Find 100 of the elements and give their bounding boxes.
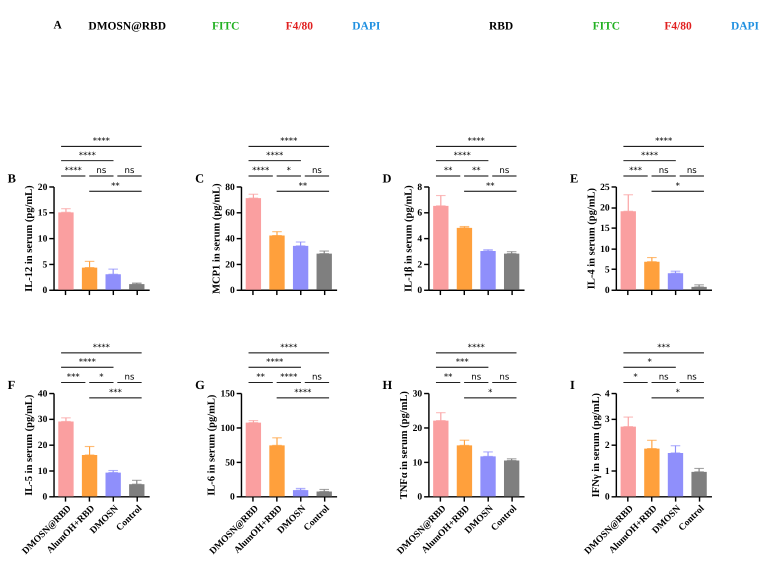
- annotation: *: [676, 388, 681, 398]
- y-tick-label: 10: [38, 466, 48, 477]
- text: ****: [655, 136, 673, 146]
- y-axis-title: IL-4 in serum (pg/mL): [586, 188, 598, 290]
- y-tick-label: 20: [412, 422, 422, 434]
- chart-title: G: [195, 378, 206, 392]
- text: ****: [78, 357, 97, 368]
- y-tick-label: 5: [604, 264, 610, 276]
- text: ****: [92, 136, 111, 146]
- chart-title: C: [195, 172, 204, 186]
- text: ****: [252, 166, 270, 176]
- bar: [129, 484, 144, 496]
- y-axis-title: MCP1 in serum (pg/mL): [211, 182, 222, 294]
- text: ns: [124, 372, 135, 383]
- text: ns: [658, 372, 670, 383]
- text: ****: [280, 372, 298, 383]
- annotation: **: [111, 181, 120, 192]
- text: ****: [454, 150, 472, 161]
- annotation: **: [298, 181, 308, 192]
- y-tick-label: 4: [417, 233, 422, 244]
- bar: [269, 236, 285, 290]
- text: ns: [658, 166, 670, 176]
- text: *: [633, 372, 638, 383]
- y-tick-label: 0: [417, 285, 422, 296]
- text: *: [647, 357, 652, 368]
- y-tick-label: 50: [225, 457, 235, 468]
- y-tick-label: 0: [604, 492, 610, 503]
- y-tick-label: 15: [38, 208, 48, 219]
- text: **: [256, 372, 266, 383]
- annotation: *: [676, 181, 681, 192]
- y-tick-label: 10: [412, 457, 422, 468]
- chart-title: H: [382, 378, 393, 392]
- y-tick-label: 8: [417, 182, 422, 193]
- y-axis-title: IL-1β in serum (pg/mL): [404, 184, 415, 292]
- text: ****: [280, 343, 298, 354]
- text: DAPI: [352, 20, 381, 33]
- y-tick-label: 1: [604, 466, 610, 477]
- y-axis-title: IL-12 in serum (pg/mL): [24, 184, 36, 292]
- text: RBD: [488, 20, 514, 33]
- text: ****: [266, 357, 284, 368]
- text: F4/80: [286, 20, 314, 33]
- y-tick-label: 0: [42, 492, 48, 503]
- text: **: [444, 166, 454, 176]
- y-tick-label: 4: [604, 388, 610, 400]
- text: ns: [686, 166, 698, 176]
- text: A: [54, 20, 63, 32]
- chart-title: B: [8, 172, 16, 186]
- text: DMOSN@RBD: [88, 20, 166, 33]
- annotation: ***: [108, 388, 123, 398]
- y-tick-label: 0: [604, 285, 610, 296]
- y-axis-title: IL-6 in serum (pg/mL): [206, 394, 218, 496]
- text: DAPI: [730, 20, 760, 33]
- text: *: [99, 372, 104, 383]
- y-tick-label: 20: [600, 202, 610, 214]
- y-tick-label: 30: [38, 414, 48, 426]
- chart-title: E: [570, 172, 578, 186]
- text: ns: [471, 372, 482, 383]
- text: ***: [456, 357, 470, 368]
- y-tick-label: 0: [230, 285, 235, 296]
- text: F4/80: [664, 20, 692, 33]
- text: ****: [641, 150, 659, 161]
- chart-title: D: [382, 172, 392, 186]
- bar: [58, 212, 74, 290]
- y-tick-label: 25: [600, 182, 610, 193]
- y-axis-title: IFNγ in serum (pg/mL): [591, 392, 602, 498]
- bar: [58, 421, 74, 496]
- y-tick-label: 10: [38, 233, 48, 244]
- text: *: [286, 166, 292, 176]
- text: ****: [468, 343, 486, 354]
- text: ****: [280, 136, 298, 146]
- text: ns: [499, 372, 510, 383]
- bar: [129, 284, 144, 290]
- bar: [644, 262, 660, 290]
- y-tick-label: 10: [600, 244, 610, 255]
- y-tick-label: 0: [417, 492, 422, 503]
- y-tick-label: 60: [225, 208, 235, 219]
- y-tick-label: 15: [600, 223, 610, 234]
- text: ns: [312, 372, 322, 383]
- text: ***: [629, 166, 643, 176]
- text: ****: [64, 166, 83, 176]
- y-tick-label: 150: [220, 388, 235, 400]
- y-tick-label: 20: [38, 182, 48, 193]
- text: ns: [124, 166, 135, 176]
- bar: [292, 246, 308, 290]
- y-tick-label: 20: [38, 440, 48, 452]
- y-tick-label: 100: [220, 422, 235, 434]
- text: ***: [66, 372, 80, 383]
- y-tick-label: 20: [225, 259, 235, 270]
- y-tick-label: 3: [604, 414, 610, 426]
- y-tick-label: 40: [38, 388, 48, 400]
- bar: [691, 472, 707, 496]
- text: FITC: [212, 20, 240, 33]
- chart-title: I: [570, 378, 575, 392]
- text: ns: [686, 372, 698, 383]
- y-tick-label: 0: [42, 285, 48, 296]
- bar: [480, 456, 496, 496]
- text: ns: [499, 166, 510, 176]
- y-tick-label: 30: [412, 388, 422, 400]
- text: ***: [657, 343, 671, 354]
- y-tick-label: 40: [225, 233, 235, 244]
